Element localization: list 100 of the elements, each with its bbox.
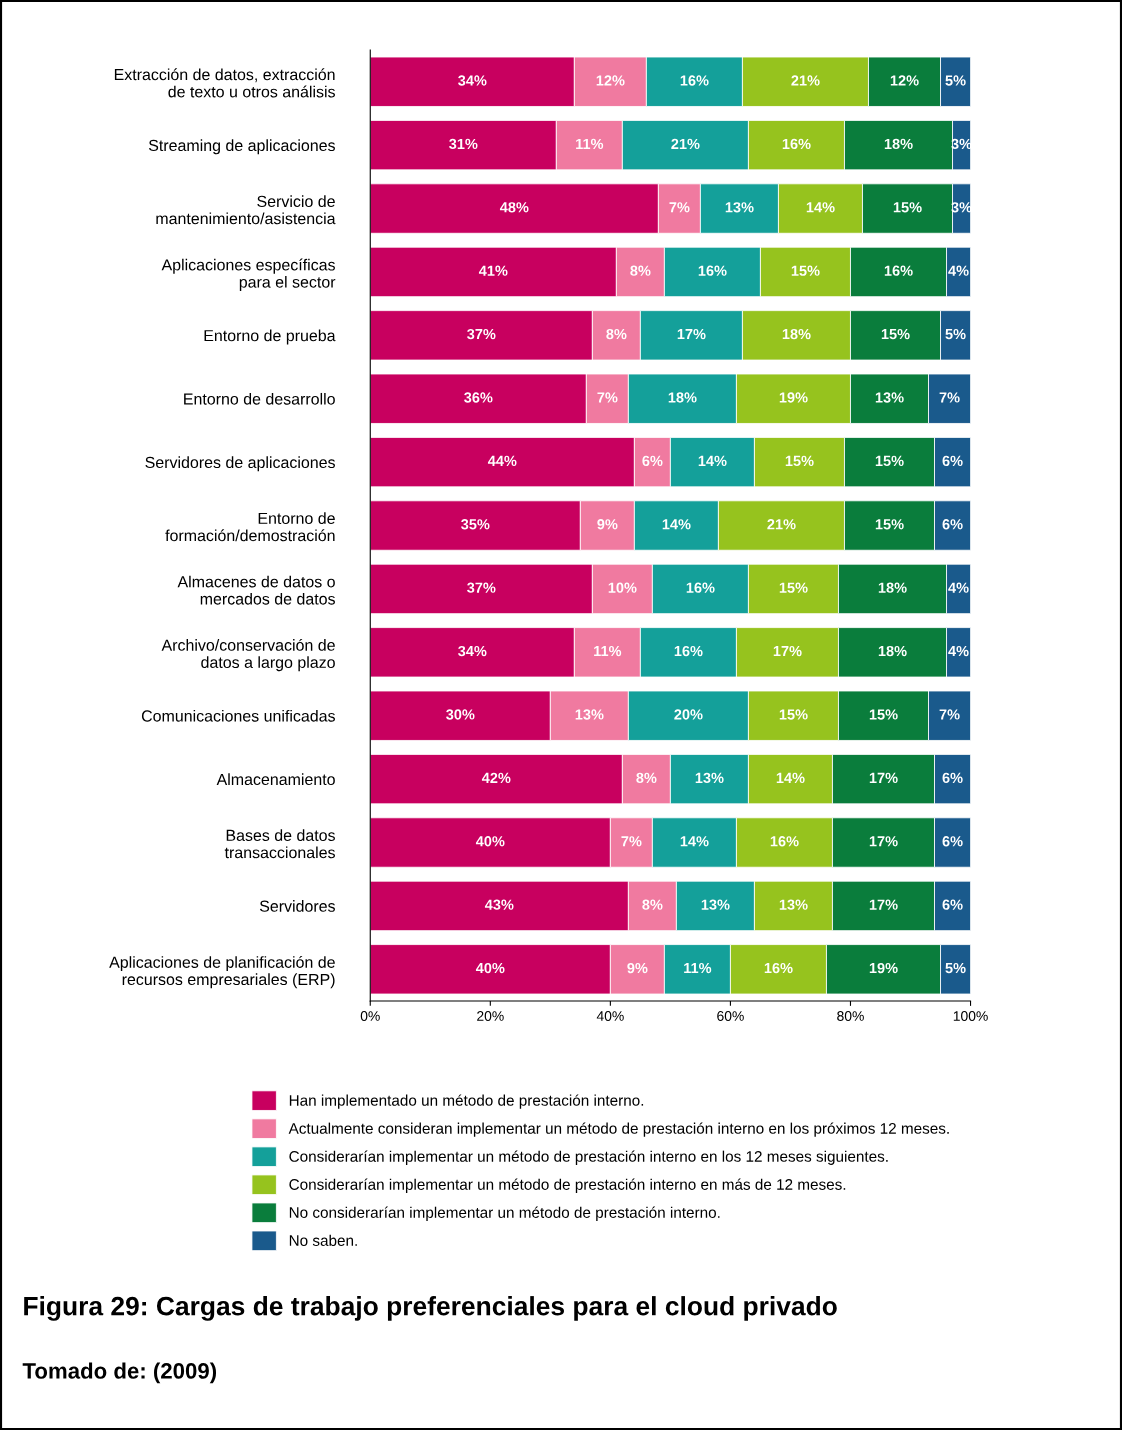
data-label: 15% (875, 455, 904, 467)
data-label: 16% (674, 645, 703, 657)
data-label: 18% (878, 645, 907, 657)
legend-label: Han implementado un método de prestación interno. (289, 1094, 644, 1109)
data-label: 6% (942, 455, 963, 467)
data-label: 6% (942, 772, 963, 784)
data-label: 16% (770, 836, 799, 847)
y-tick-label: Servicio de mantenimiento/asistencia (156, 195, 336, 225)
data-label: 17% (773, 645, 802, 657)
data-label: 15% (893, 202, 922, 213)
data-label: 40% (475, 836, 505, 847)
x-tick-label: 0% (360, 1011, 380, 1021)
data-label: 40% (475, 962, 505, 974)
data-label: 43% (484, 899, 514, 910)
data-label: 9% (597, 519, 618, 530)
y-tick-label: Streaming de aplicaciones (148, 139, 335, 155)
data-label: 35% (461, 519, 490, 530)
data-label: 7% (939, 392, 960, 403)
data-label: 6% (942, 836, 963, 847)
data-label: 9% (627, 962, 648, 974)
y-tick-label: Entorno de desarrollo (184, 392, 335, 405)
data-label: 31% (449, 138, 478, 150)
data-label: 16% (884, 265, 913, 276)
data-label: 4% (948, 265, 969, 276)
data-label: 44% (487, 455, 517, 467)
data-label: 12% (890, 75, 919, 86)
data-label: 15% (881, 328, 910, 340)
data-label: 14% (806, 202, 835, 213)
data-label: 18% (878, 582, 907, 593)
y-tick-label: Entorno de formación/demostración (165, 512, 335, 542)
y-tick-label: Servidores (259, 900, 335, 912)
legend-label: Actualmente consideran implementar un método de prestación interno en los próximos 12 meses. (288, 1122, 949, 1137)
y-tick-label: Aplicaciones de planificación de recursos empresariales (ERP) (109, 955, 335, 989)
y-tick-label: Almacenes de datos o mercados de datos (177, 575, 335, 605)
data-label: 17% (869, 899, 898, 910)
data-label: 4% (948, 582, 969, 593)
x-tick-label: 20% (477, 1011, 504, 1021)
data-label: 21% (671, 138, 700, 150)
x-tick-label: 60% (717, 1011, 744, 1021)
y-tick-label: Entorno de prueba (204, 329, 336, 345)
data-label: 21% (791, 75, 820, 86)
data-label: 11% (576, 138, 604, 150)
data-label: 41% (478, 265, 508, 276)
legend-label: No considerarían implementar un método de prestación interno. (289, 1206, 720, 1221)
data-label: 16% (764, 962, 793, 974)
text: Figura 29: Cargas de trabajo preferenciales para el cloud privado (24, 1296, 837, 1321)
data-label: 48% (499, 202, 529, 213)
data-label: 15% (875, 519, 904, 530)
data-label: 20% (674, 709, 703, 720)
data-label: 37% (467, 328, 496, 340)
data-label: 13% (779, 899, 808, 910)
data-label: 5% (945, 962, 966, 974)
y-tick-label: Aplicaciones específicas para el sector (161, 258, 336, 291)
data-label: 7% (939, 709, 960, 720)
legend-label: Considerarían implementar un método de prestación interno en los 12 meses siguientes. (289, 1150, 888, 1165)
data-label: 11% (684, 962, 712, 974)
data-label: 8% (630, 265, 651, 276)
data-label: 13% (701, 899, 730, 910)
data-label: 14% (776, 772, 805, 783)
data-label: 7% (669, 202, 690, 213)
data-label: 14% (662, 519, 691, 530)
data-label: 7% (597, 392, 618, 403)
data-label: 14% (680, 836, 709, 847)
data-label: 21% (767, 519, 796, 530)
data-label: 16% (698, 265, 727, 276)
data-label: 6% (642, 455, 663, 467)
data-label: 19% (779, 392, 808, 403)
data-label: 14% (698, 455, 727, 467)
text: Tomado de: (2009) (22, 1362, 217, 1384)
data-label: 8% (636, 772, 657, 784)
x-tick-label: 100% (953, 1011, 988, 1021)
data-label: 18% (782, 328, 811, 340)
data-label: 13% (575, 709, 604, 720)
data-label: 15% (791, 265, 820, 276)
legend-label: Considerarían implementar un método de prestación interno en más de 12 meses. (289, 1178, 846, 1193)
data-label: 34% (458, 75, 487, 86)
data-label: 4% (948, 645, 969, 657)
data-label: 6% (942, 519, 963, 530)
data-label: 15% (785, 455, 814, 467)
y-tick-label: Servidores de aplicaciones (145, 456, 335, 472)
data-label: 17% (869, 772, 898, 783)
data-label: 8% (606, 328, 627, 340)
data-label: 13% (725, 202, 754, 213)
data-label: 16% (686, 582, 715, 593)
data-label: 34% (458, 645, 487, 657)
data-label: 19% (869, 962, 898, 974)
data-label: 13% (695, 772, 724, 784)
y-tick-label: Comunicaciones unificadas (141, 709, 335, 722)
y-tick-label: Bases de datos transaccionales (224, 829, 335, 859)
y-tick-label: Extracción de datos, extracción de texto u otros análisis (114, 68, 335, 98)
data-label: 42% (481, 772, 511, 783)
data-label: 15% (779, 582, 808, 593)
data-label: 18% (884, 138, 913, 150)
data-label: 11% (594, 645, 622, 657)
data-label: 6% (942, 899, 963, 910)
data-label: 15% (869, 709, 898, 720)
x-tick-label: 40% (596, 1011, 624, 1021)
y-tick-label: Archivo/conservación de datos a largo plazo (161, 638, 335, 672)
data-label: 12% (596, 75, 625, 86)
data-label: 17% (677, 328, 706, 340)
